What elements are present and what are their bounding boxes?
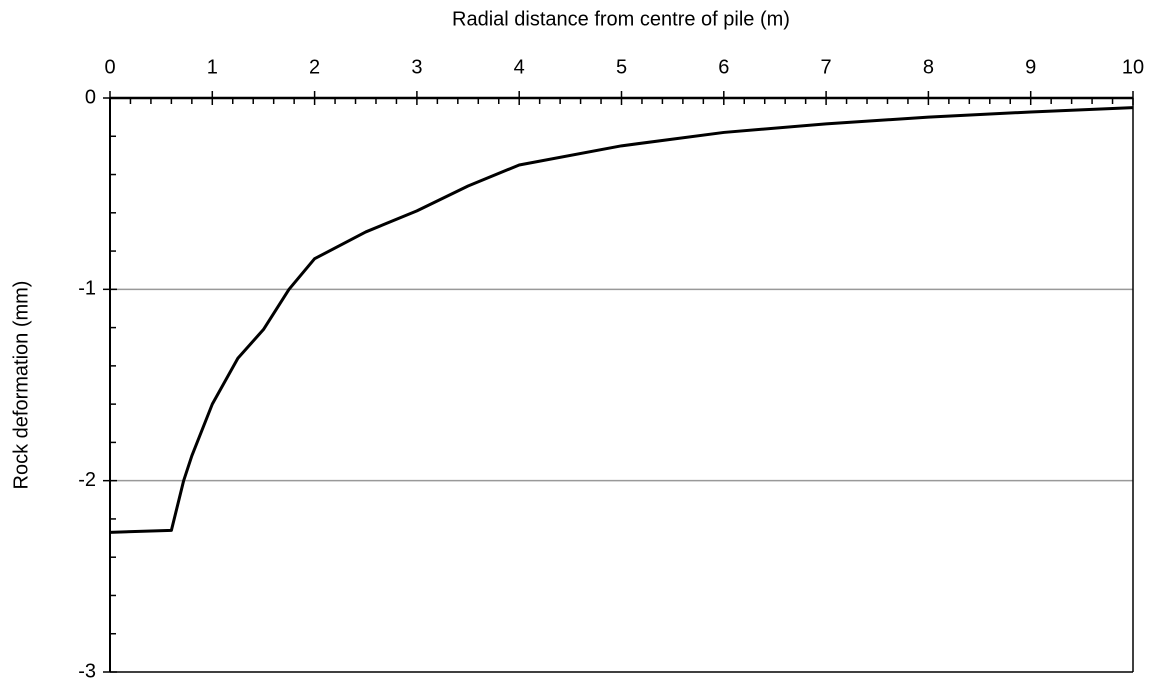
x-tick-label: 8 [923, 56, 934, 78]
y-axis-title: Rock deformation (mm) [10, 281, 32, 490]
y-tick-label: -3 [78, 660, 96, 682]
x-tick-label: 4 [514, 56, 525, 78]
x-tick-label: 10 [1122, 56, 1144, 78]
y-tick-label: 0 [85, 86, 96, 108]
data-line [109, 106, 1134, 534]
y-tick-label: -1 [78, 278, 96, 300]
y-tick-label: -2 [78, 469, 96, 491]
x-tick-label: 2 [309, 56, 320, 78]
x-tick-label: 6 [718, 56, 729, 78]
x-tick-label: 5 [616, 56, 627, 78]
x-tick-label: 7 [821, 56, 832, 78]
x-tick-label: 3 [411, 56, 422, 78]
x-tick-label: 1 [207, 56, 218, 78]
x-tick-label: 9 [1025, 56, 1036, 78]
x-axis-title: Radial distance from centre of pile (m) [452, 8, 790, 30]
x-tick-label: 0 [104, 56, 115, 78]
